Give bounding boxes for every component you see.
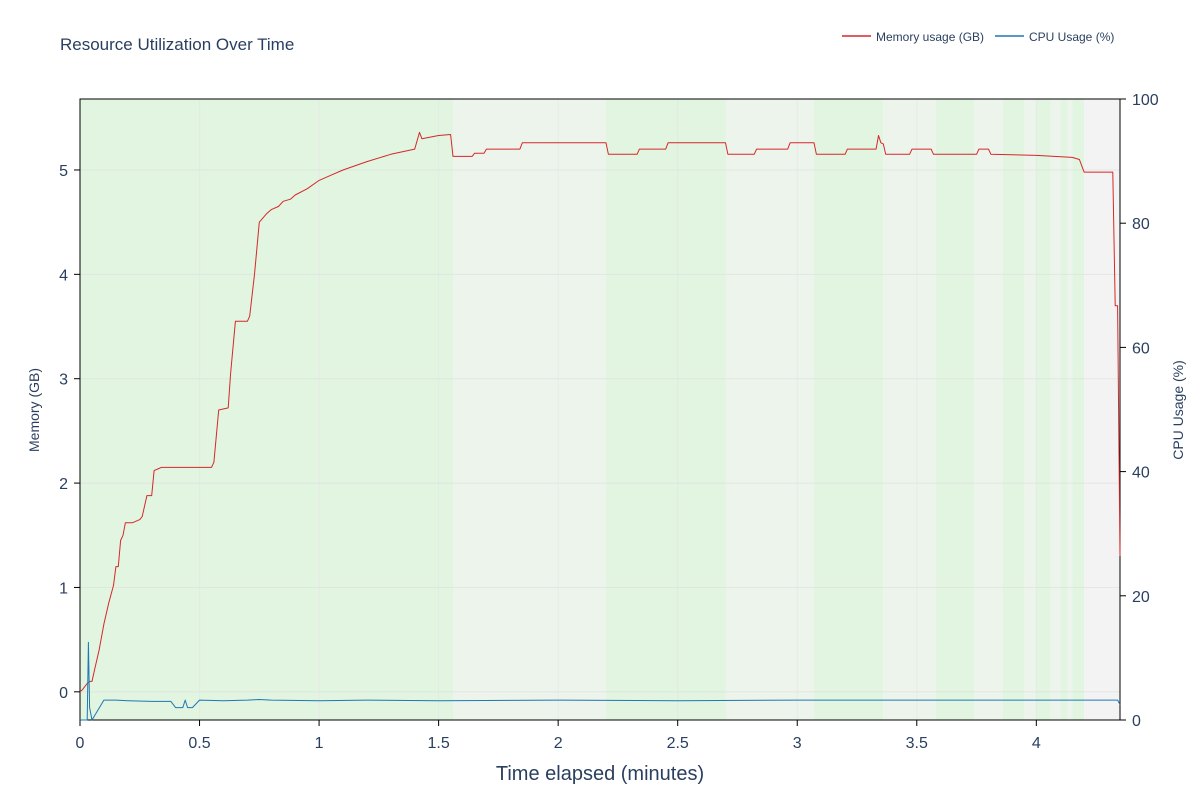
background-band-0 xyxy=(80,99,453,720)
background-bands xyxy=(80,99,1120,720)
x-tick-label-5: 2.5 xyxy=(667,735,689,752)
y-tick-label-1: 1 xyxy=(59,580,68,597)
background-band-3 xyxy=(725,99,814,720)
background-band-10 xyxy=(1036,99,1051,720)
y-axis-ticks: 0 1 2 3 4 5 xyxy=(59,163,80,702)
x-tick-label-3: 1.5 xyxy=(427,735,449,752)
background-band-4 xyxy=(813,99,884,720)
y2-tick-label-0: 0 xyxy=(1132,713,1141,730)
y2-tick-label-1: 20 xyxy=(1132,589,1150,606)
x-axis-ticks: 0 0.5 1 1.5 2 2.5 3 3.5 4 xyxy=(76,720,1041,752)
background-band-7 xyxy=(974,99,1003,720)
y2-tick-label-5: 100 xyxy=(1132,92,1159,109)
y-tick-label-2: 2 xyxy=(59,476,68,493)
y-tick-label-3: 3 xyxy=(59,372,68,389)
y2-tick-label-4: 80 xyxy=(1132,216,1150,233)
background-band-11 xyxy=(1050,99,1061,720)
legend-item-cpu[interactable]: CPU Usage (%) xyxy=(995,30,1114,44)
x-axis-title: Time elapsed (minutes) xyxy=(496,763,704,785)
x-tick-label-4: 2 xyxy=(554,735,563,752)
y-axis-title: Memory (GB) xyxy=(26,368,42,452)
x-tick-label-6: 3 xyxy=(793,735,802,752)
y2-tick-label-2: 40 xyxy=(1132,465,1150,482)
background-band-5 xyxy=(883,99,936,720)
y-tick-label-4: 4 xyxy=(59,267,68,284)
x-tick-label-8: 4 xyxy=(1032,735,1041,752)
legend-item-memory[interactable]: Memory usage (GB) xyxy=(842,30,984,44)
y2-axis-ticks: 0 20 40 60 80 100 xyxy=(1120,92,1159,730)
background-band-2 xyxy=(605,99,726,720)
legend[interactable]: Memory usage (GB) CPU Usage (%) xyxy=(842,30,1114,44)
background-band-8 xyxy=(1002,99,1025,720)
background-band-12 xyxy=(1060,99,1068,720)
x-tick-label-7: 3.5 xyxy=(906,735,928,752)
background-band-9 xyxy=(1024,99,1037,720)
y-tick-label-5: 5 xyxy=(59,163,68,180)
legend-label-cpu: CPU Usage (%) xyxy=(1029,30,1114,44)
series-layer xyxy=(79,131,1121,721)
y-tick-label-0: 0 xyxy=(59,685,68,702)
y2-tick-label-3: 60 xyxy=(1132,340,1150,357)
x-tick-label-0: 0 xyxy=(76,735,85,752)
series-line-cpu[interactable] xyxy=(80,641,1121,721)
background-band-15 xyxy=(1084,99,1120,720)
y2-axis-title: CPU Usage (%) xyxy=(1170,360,1186,460)
legend-label-memory: Memory usage (GB) xyxy=(876,30,984,44)
background-band-14 xyxy=(1072,99,1085,720)
x-tick-label-2: 1 xyxy=(315,735,324,752)
chart-title: Resource Utilization Over Time xyxy=(60,35,294,54)
x-tick-label-1: 0.5 xyxy=(188,735,210,752)
background-band-13 xyxy=(1067,99,1073,720)
background-band-1 xyxy=(452,99,606,720)
plot-frame xyxy=(79,98,1121,721)
grid-lines xyxy=(79,99,1120,720)
series-line-memory[interactable] xyxy=(79,131,1121,693)
background-band-6 xyxy=(935,99,975,720)
